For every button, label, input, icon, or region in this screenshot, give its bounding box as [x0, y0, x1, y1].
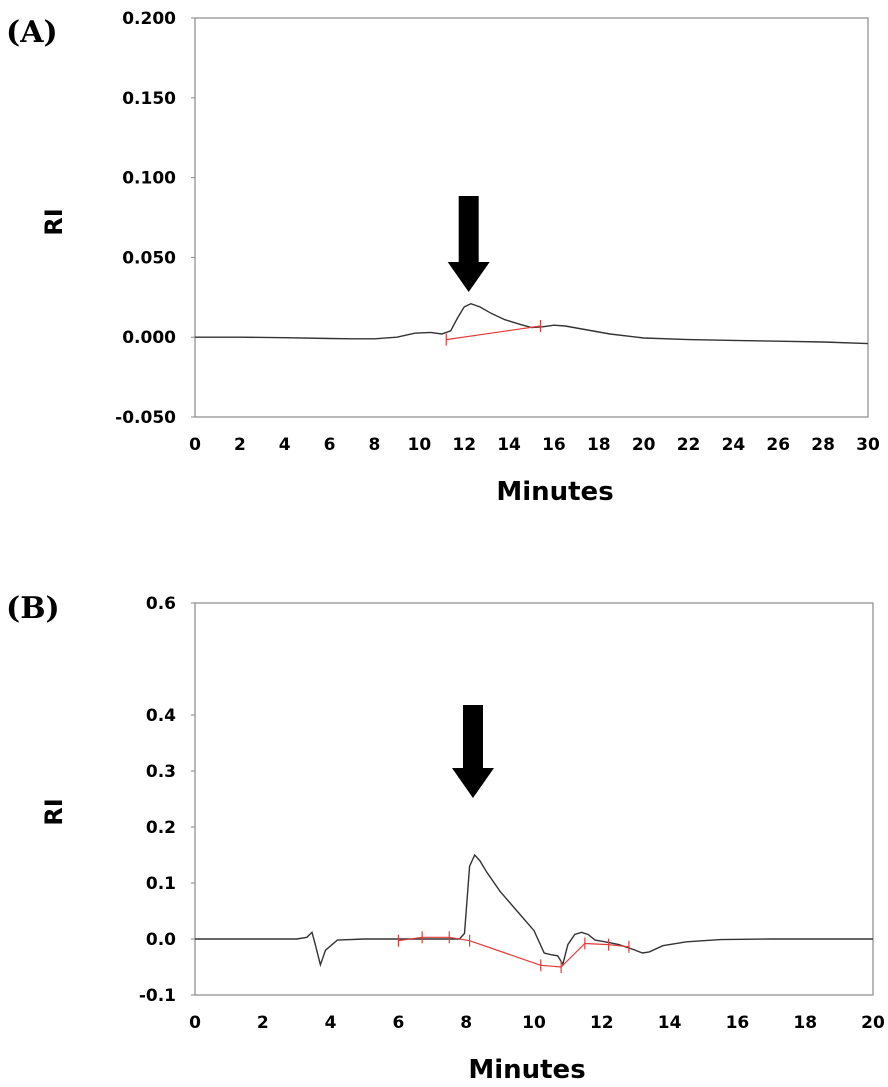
x-tick-label: 2 [234, 435, 246, 455]
x-tick-label: 0 [189, 435, 201, 455]
x-tick-label: 16 [726, 1013, 750, 1033]
x-tick-label: 18 [587, 435, 611, 455]
x-tick-label: 26 [766, 435, 790, 455]
y-tick-label: 0.100 [122, 169, 176, 189]
x-tick-label: 6 [324, 435, 336, 455]
y-tick-label: 0.0 [146, 930, 176, 950]
x-tick-label: 4 [279, 435, 291, 455]
x-tick-label: 28 [811, 435, 835, 455]
x-axis-title: Minutes [496, 477, 613, 507]
integration-baseline [398, 936, 629, 968]
y-tick-label: 0.050 [122, 248, 176, 268]
x-tick-label: 2 [257, 1013, 269, 1033]
x-tick-label: 10 [522, 1013, 546, 1033]
x-tick-label: 12 [590, 1013, 614, 1033]
x-tick-label: 14 [497, 435, 521, 455]
y-tick-label: 0.3 [146, 762, 176, 782]
integration-baseline [446, 325, 541, 341]
y-tick-label: 0.150 [122, 89, 176, 109]
y-tick-label: 0.200 [122, 9, 176, 29]
y-tick-label: 0.2 [146, 818, 176, 838]
x-tick-label: 8 [460, 1013, 472, 1033]
x-tick-label: 20 [861, 1013, 885, 1033]
x-axis-title: Minutes [468, 1055, 585, 1085]
signal-trace [195, 302, 869, 345]
x-tick-label: 8 [369, 435, 381, 455]
x-tick-label: 14 [658, 1013, 682, 1033]
panel-b: (B) 0.6 0.4 0.3 0.2 0.1 0.0 -0.1 0 2 4 6 8 10 12 14 16 18… [6, 591, 885, 1085]
x-tick-label: 16 [542, 435, 566, 455]
x-tick-label: 0 [189, 1013, 201, 1033]
x-tick-label: 4 [325, 1013, 337, 1033]
peak-arrow-icon [451, 705, 494, 798]
x-tick-label: 24 [722, 435, 746, 455]
x-tick-label: 12 [452, 435, 476, 455]
plot-frame [194, 602, 874, 996]
y-tick-label: -0.050 [115, 408, 176, 428]
plot-frame [194, 17, 869, 418]
x-tick-label: 30 [856, 435, 880, 455]
peak-arrow-icon [447, 196, 490, 292]
x-tick-label: 22 [677, 435, 701, 455]
y-tick-label: 0.6 [146, 594, 176, 614]
panel-label: (A) [6, 15, 58, 50]
x-tick-label: 18 [793, 1013, 817, 1033]
y-tick-label: 0.000 [122, 328, 176, 348]
x-tick-label: 6 [392, 1013, 404, 1033]
signal-trace [195, 853, 873, 968]
y-axis-title: RI [40, 798, 68, 825]
y-tick-label: 0.4 [146, 706, 176, 726]
x-tick-label: 10 [407, 435, 431, 455]
x-tick-label: 20 [632, 435, 656, 455]
y-axis-title: RI [40, 208, 68, 235]
y-tick-label: -0.1 [139, 986, 176, 1006]
y-tick-label: 0.1 [146, 874, 176, 894]
panel-label: (B) [6, 591, 60, 626]
